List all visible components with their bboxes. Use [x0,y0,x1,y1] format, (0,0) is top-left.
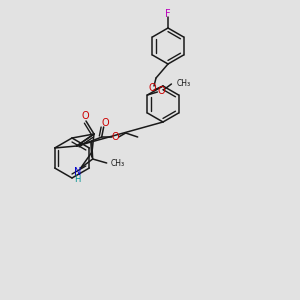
Text: F: F [165,9,171,19]
Text: O: O [81,111,89,121]
Text: O: O [148,83,156,93]
Text: O: O [112,132,119,142]
Text: O: O [102,118,110,128]
Text: CH₃: CH₃ [111,158,125,167]
Text: O: O [158,86,165,96]
Text: H: H [74,175,81,184]
Text: CH₃: CH₃ [176,79,190,88]
Text: N: N [74,167,81,177]
